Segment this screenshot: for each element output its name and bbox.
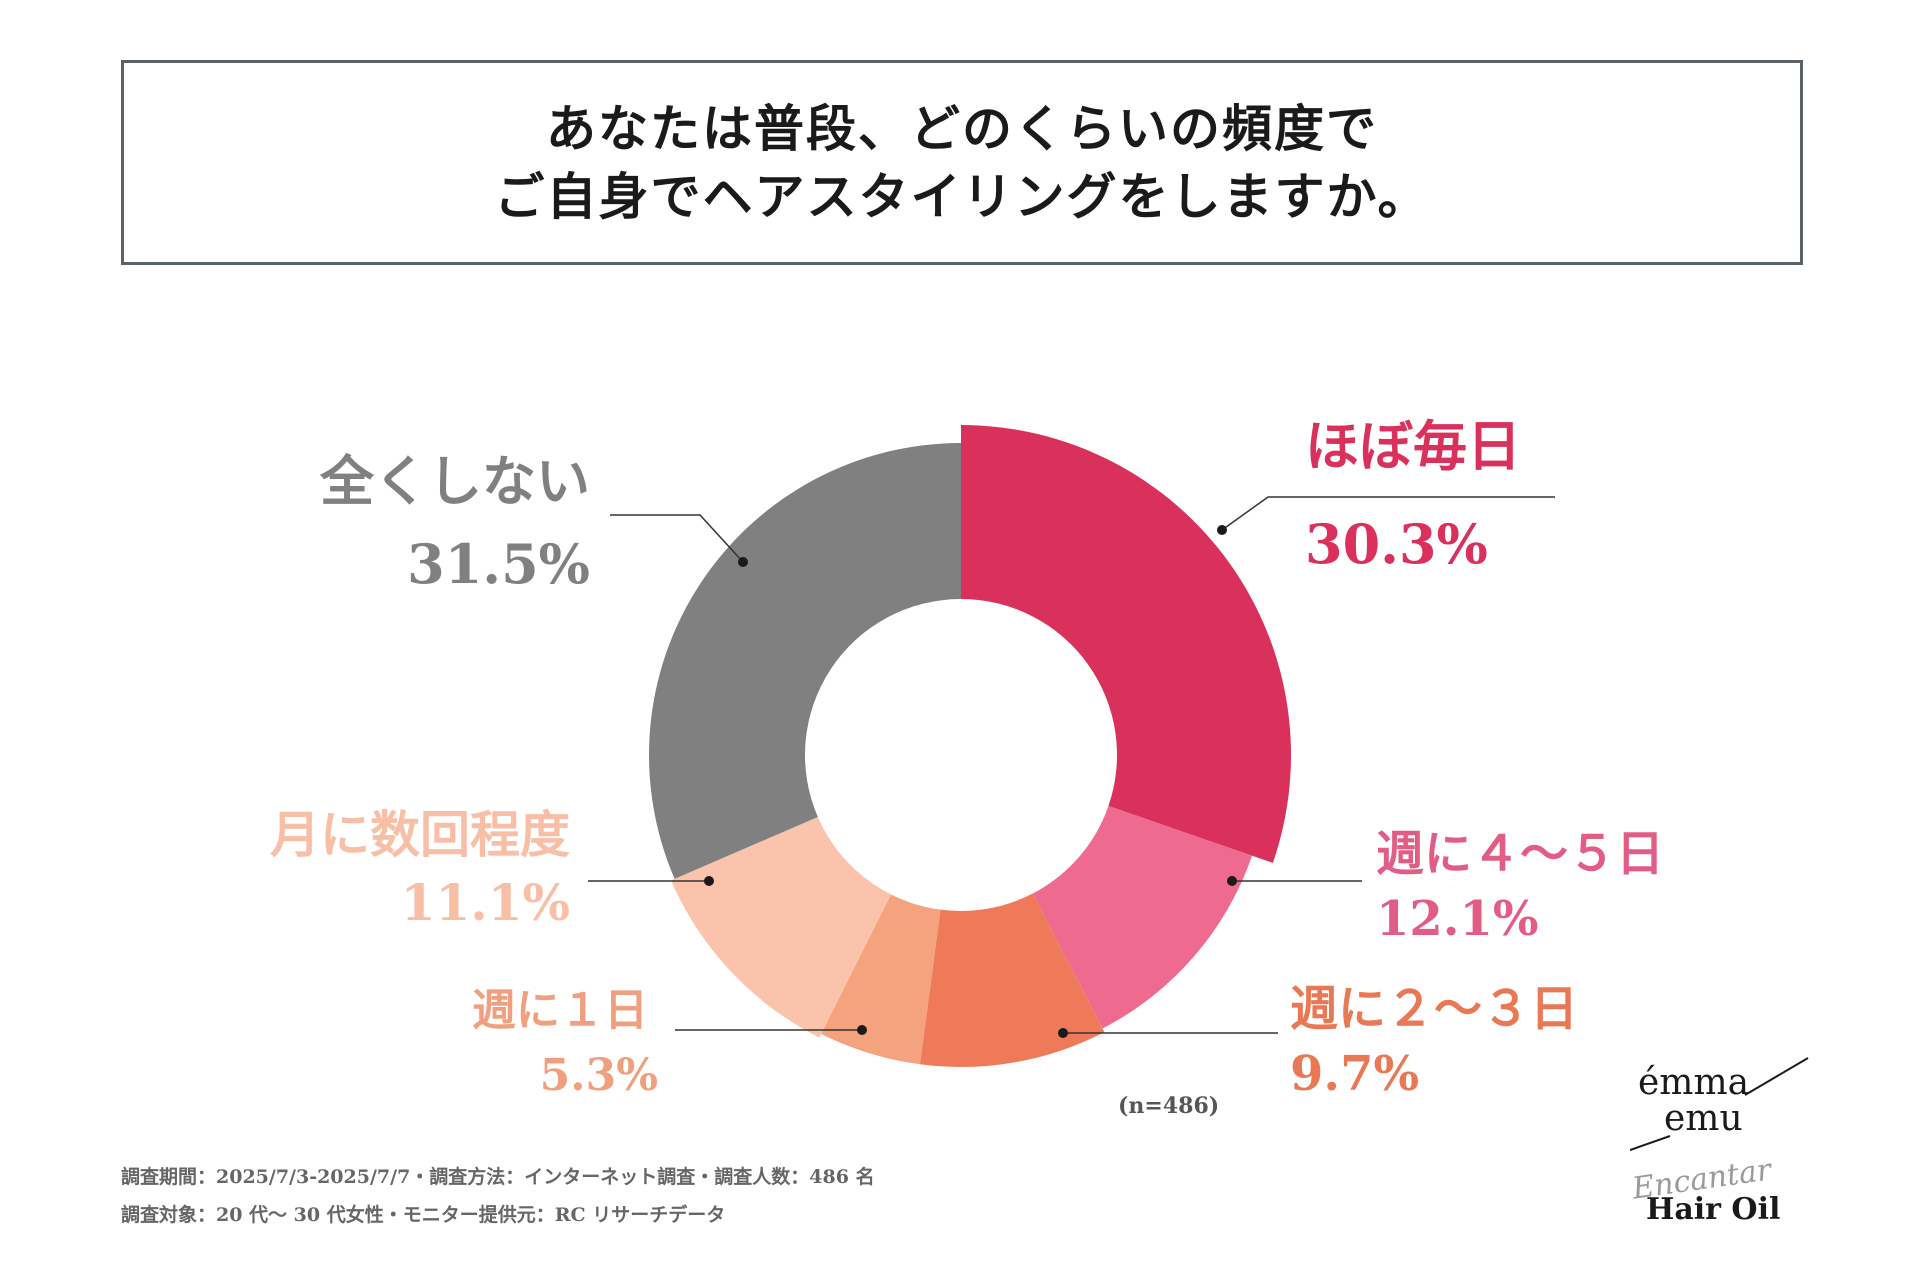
sample-size-note: (n=486) [1118, 1093, 1220, 1119]
leader-dot-2 [1227, 876, 1237, 886]
title-box: あなたは普段、どのくらいの頻度で ご自身でヘアスタイリングをしますか。 [121, 60, 1803, 265]
slice-label-4: 週に１日 [472, 985, 648, 1036]
leader-dot-3 [1058, 1028, 1068, 1038]
logo-strokes [1630, 1057, 1809, 1151]
slice-value-3: 9.7% [1290, 1046, 1419, 1102]
leader-dot-6 [738, 557, 748, 567]
slice-label-1: ほぼ毎日 [1305, 414, 1521, 478]
slice-label-6: 全くしない [319, 449, 590, 513]
leader-dot-5 [704, 876, 714, 886]
leader-dot-1 [1217, 525, 1227, 535]
donut-slice-6 [649, 443, 961, 879]
slice-value-1: 30.3% [1305, 512, 1488, 576]
donut-slice-2 [1032, 805, 1253, 1029]
survey-info-line-1: 調査期間：2025/7/3-2025/7/7・調査方法：インターネット調査・調査… [121, 1166, 875, 1188]
donut-slice-5 [670, 816, 892, 1038]
logo-brand-line-1: émma [1638, 1062, 1750, 1103]
survey-info-line-2: 調査対象：20 代～ 30 代女性・モニター提供元：RC リサーチデータ [121, 1204, 726, 1226]
logo-brand-line-2: emu [1664, 1098, 1743, 1139]
donut-slice-1 [961, 425, 1292, 863]
slice-label-5: 月に数回程度 [270, 805, 570, 864]
chart-title-line-2: ご自身でヘアスタイリングをしますか。 [494, 166, 1430, 226]
brand-logo: émma emu Encantar Hair Oil [1630, 1050, 1810, 1230]
logo-product: Hair Oil [1646, 1192, 1781, 1227]
leader-dot-4 [857, 1025, 867, 1035]
slice-label-3: 週に２～３日 [1290, 981, 1578, 1037]
slice-label-2: 週に４～５日 [1376, 826, 1664, 882]
slice-value-4: 5.3% [540, 1050, 658, 1101]
leader-line-6 [610, 514, 744, 563]
donut-slice-3 [919, 893, 1105, 1067]
slice-value-2: 12.1% [1376, 891, 1539, 947]
slice-value-6: 31.5% [407, 532, 590, 596]
donut-slice-4 [821, 894, 941, 1065]
slice-value-5: 11.1% [401, 873, 570, 932]
chart-title-line-1: あなたは普段、どのくらいの頻度で [546, 98, 1378, 158]
leader-line-1 [1221, 496, 1555, 531]
